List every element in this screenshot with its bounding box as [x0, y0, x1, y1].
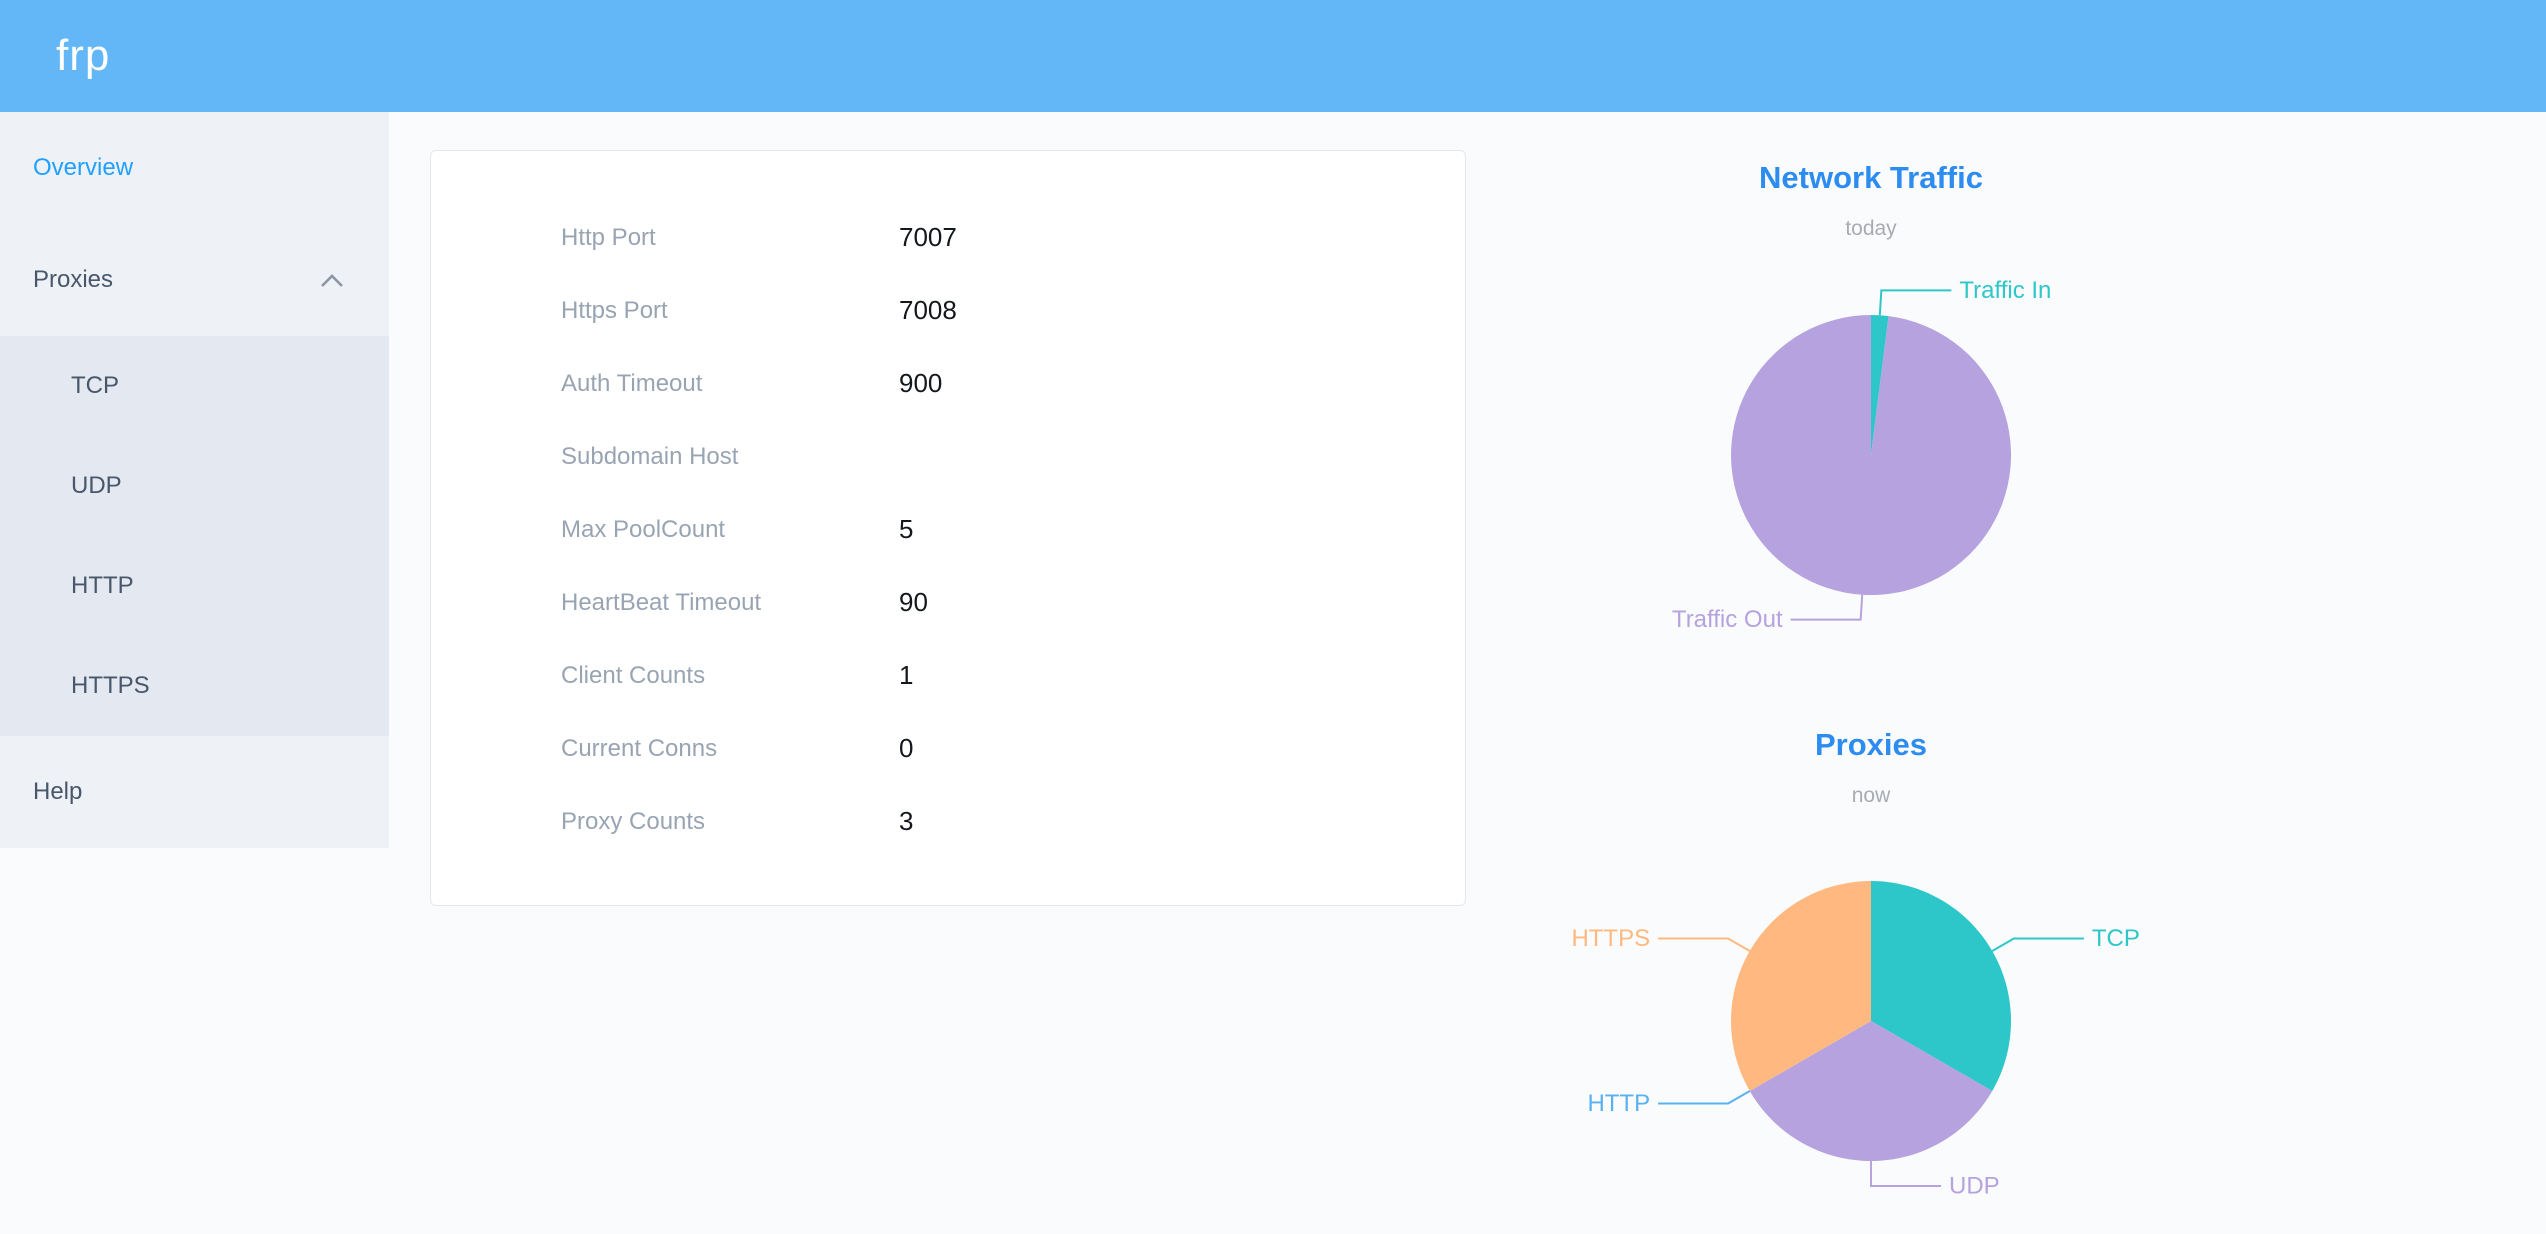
proxies-chart-subtitle: now	[1851, 784, 1891, 807]
pie-slice-tcp[interactable]	[1871, 881, 2011, 1091]
config-row-heartbeat-timeout: HeartBeat Timeout 90	[431, 566, 1465, 639]
network-traffic-pie-chart[interactable]: Traffic In Traffic Out	[1491, 245, 2251, 665]
pie-label-line-http	[1658, 1090, 1751, 1105]
sidebar-item-tcp[interactable]: TCP	[0, 336, 389, 436]
pie-label-line-traffic-out	[1790, 594, 1864, 621]
config-row-subdomain-host: Subdomain Host	[431, 420, 1465, 493]
frp-logo: frp	[56, 31, 111, 80]
pie-slice-traffic-out[interactable]	[1731, 315, 2012, 595]
config-row-current-conns: Current Conns 0	[431, 712, 1465, 785]
config-label: Proxy Counts	[561, 807, 706, 835]
config-value: 0	[899, 733, 914, 763]
pie-label-https: HTTPS	[1571, 925, 1650, 952]
config-label: Max PoolCount	[561, 515, 726, 543]
sidebar-item-https[interactable]: HTTPS	[0, 636, 389, 736]
pie-label-traffic-out: Traffic Out	[1672, 606, 1783, 633]
header: frp	[0, 0, 2546, 112]
pie-label-line-https	[1658, 937, 1751, 952]
sidebar-item-http[interactable]: HTTP	[0, 536, 389, 636]
config-label: Auth Timeout	[561, 369, 703, 397]
proxies-chart-title: Proxies	[1814, 727, 1927, 762]
config-row-proxy-counts: Proxy Counts 3	[431, 785, 1465, 858]
network-traffic-chart-title: Network Traffic	[1759, 160, 1983, 195]
pie-label-udp: UDP	[1949, 1173, 2000, 1200]
pie-label-line-udp	[1870, 1161, 1941, 1187]
config-label: Client Counts	[561, 661, 706, 689]
config-row-https-port: Https Port 7008	[431, 274, 1465, 347]
pie-label-line-tcp	[1991, 937, 2084, 952]
config-label: HeartBeat Timeout	[561, 588, 762, 616]
pie-label-traffic-in: Traffic In	[1959, 277, 2051, 304]
config-row-http-port: Http Port 7007	[431, 201, 1465, 274]
pie-slice-traffic-in[interactable]	[1871, 315, 1889, 455]
config-value: 900	[899, 368, 943, 398]
sidebar-item-https-label: HTTPS	[71, 672, 150, 699]
sidebar-item-http-label: HTTP	[71, 572, 134, 599]
sidebar-item-overview-label: Overview	[33, 154, 134, 181]
config-row-auth-timeout: Auth Timeout 900	[431, 347, 1465, 420]
config-value: 7007	[899, 222, 957, 252]
proxies-pie-chart[interactable]: TCP UDP HTTP HTTPS	[1491, 811, 2251, 1231]
pie-slice-udp[interactable]	[1749, 1021, 1993, 1161]
config-value: 5	[899, 514, 914, 544]
sidebar-item-udp[interactable]: UDP	[0, 436, 389, 536]
config-row-max-poolcount: Max PoolCount 5	[431, 493, 1465, 566]
pie-label-http: HTTP	[1587, 1090, 1650, 1117]
pie-slice-https[interactable]	[1731, 881, 1871, 1091]
config-value: 1	[899, 660, 914, 690]
proxies-submenu: TCP UDP HTTP HTTPS	[0, 336, 389, 736]
config-value: 3	[899, 806, 914, 836]
sidebar-item-help-label: Help	[33, 778, 83, 805]
config-label: Subdomain Host	[561, 442, 739, 470]
chevron-up-icon	[320, 273, 344, 288]
config-row-client-counts: Client Counts 1	[431, 639, 1465, 712]
config-value: 90	[899, 587, 928, 617]
sidebar-item-proxies-label: Proxies	[33, 266, 114, 293]
config-value: 7008	[899, 295, 957, 325]
sidebar-item-proxies[interactable]: Proxies	[0, 224, 389, 336]
config-label: Current Conns	[561, 734, 718, 762]
sidebar-item-overview[interactable]: Overview	[0, 112, 389, 224]
sidebar-item-help[interactable]: Help	[0, 736, 389, 848]
pie-label-tcp: TCP	[2092, 925, 2140, 952]
pie-label-line-traffic-in	[1878, 289, 1952, 316]
server-config-card: Http Port 7007 Https Port 7008 Auth Time…	[430, 150, 1466, 906]
sidebar: Overview Proxies TCP UDP HTTP HTTPS Help	[0, 112, 389, 848]
network-traffic-chart-subtitle: today	[1845, 217, 1897, 240]
sidebar-item-tcp-label: TCP	[71, 372, 119, 399]
sidebar-item-udp-label: UDP	[71, 472, 122, 499]
config-label: Http Port	[561, 223, 656, 251]
config-label: Https Port	[561, 296, 668, 324]
